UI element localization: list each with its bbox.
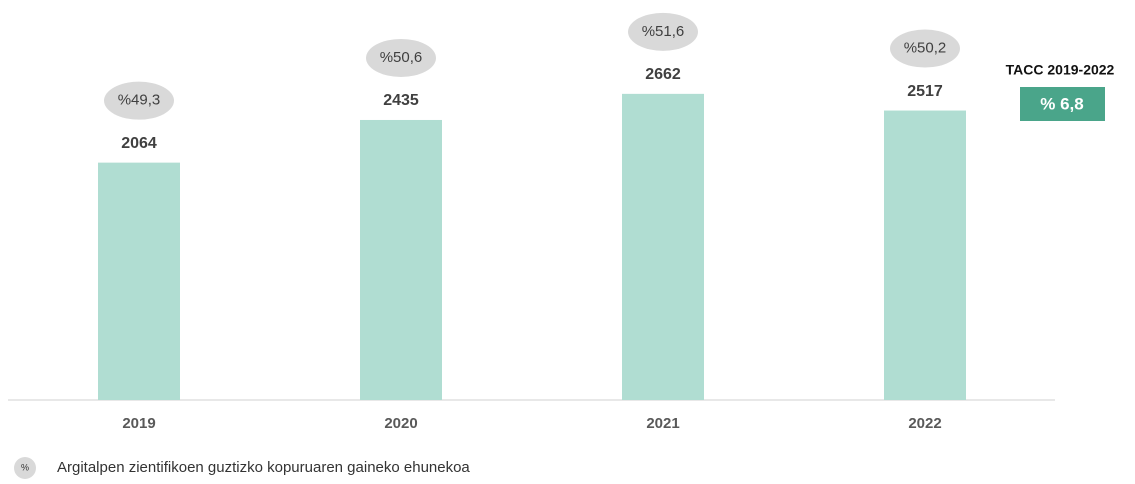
bar [360,119,442,400]
share-label: %50,6 [380,49,423,66]
share-label: %51,6 [642,23,685,40]
share-label: %49,3 [118,92,161,109]
x-tick-label: 2020 [384,415,417,432]
legend-symbol: % [21,462,29,472]
share-bubble [890,29,960,68]
share-bubble [366,38,436,77]
x-tick-label: 2019 [122,415,155,432]
value-label: 2435 [383,92,419,109]
share-bubble [628,12,698,51]
cagr-value: % 6,8 [1040,94,1083,113]
x-tick-label: 2022 [908,415,941,432]
share-label: %50,2 [904,40,947,57]
share-bubble [104,81,174,120]
bar [622,93,704,401]
bar [98,162,180,400]
value-label: 2064 [121,135,157,152]
cagr-box [1020,87,1105,121]
bar [884,110,966,401]
legend-text: Argitalpen zientifikoen guztizko kopurua… [57,459,470,476]
value-label: 2662 [645,66,681,83]
legend-icon [14,457,36,479]
x-tick-label: 2021 [646,415,679,432]
cagr-title: TACC 2019-2022 [1006,62,1115,78]
value-label: 2517 [907,83,943,100]
